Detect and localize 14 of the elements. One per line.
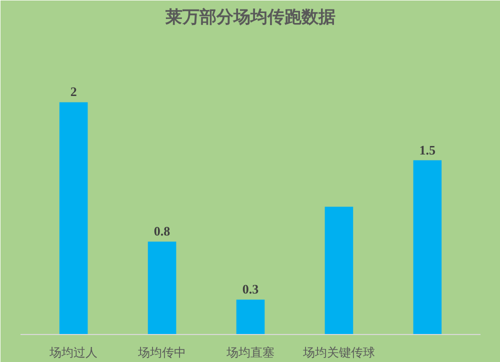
x-tick-label: 场均过人 — [48, 346, 98, 360]
data-label: 2 — [70, 84, 77, 100]
bar — [236, 300, 265, 334]
data-label: 0.8 — [154, 224, 171, 239]
x-tick-label: 场均关键传球 — [302, 346, 375, 360]
bar — [324, 206, 354, 334]
bar — [413, 160, 442, 334]
bar — [148, 242, 176, 334]
data-label: 1.5 — [419, 142, 436, 158]
x-tick-label: 场均直塞 — [226, 346, 274, 360]
x-tick-label: 场均传中 — [137, 346, 186, 360]
chart-title: 莱万部分场均传跑数据 — [164, 8, 336, 28]
bar — [59, 102, 88, 334]
data-label: 0.3 — [242, 282, 260, 297]
